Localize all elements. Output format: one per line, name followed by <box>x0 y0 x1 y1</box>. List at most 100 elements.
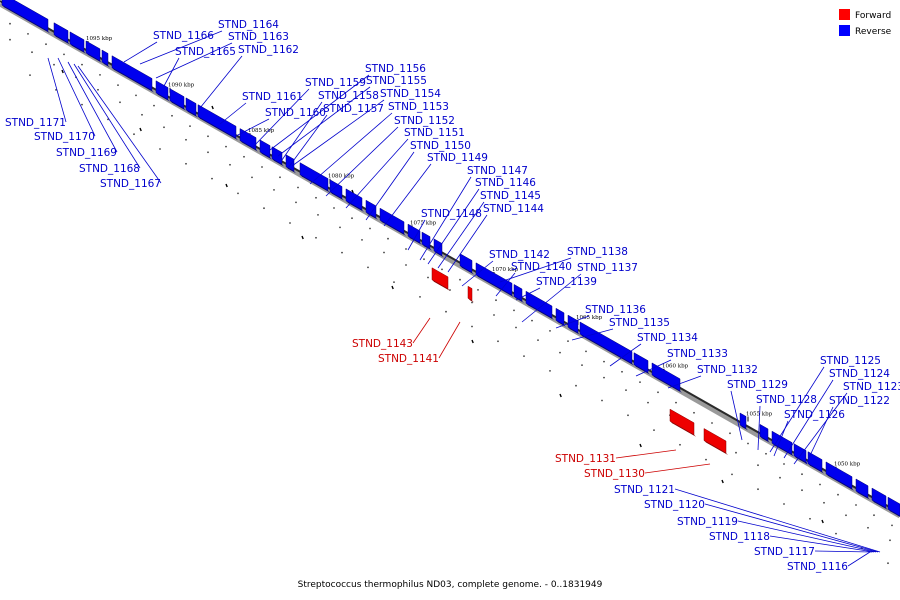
leader-line <box>219 102 247 125</box>
position-dot <box>273 189 275 191</box>
position-dot <box>441 268 443 271</box>
gene-label: STND_1118 <box>709 531 770 543</box>
gene-label: STND_1123 <box>843 381 900 393</box>
gene-block-reverse <box>421 231 431 250</box>
position-dot <box>207 135 209 138</box>
position-dot <box>261 166 263 168</box>
leader-line <box>521 273 582 323</box>
gene-block-forward <box>431 267 449 290</box>
leader-line <box>769 366 825 453</box>
gene-label: STND_1128 <box>756 394 817 406</box>
leader-line <box>277 86 371 157</box>
leader-line <box>461 260 494 287</box>
position-dot <box>513 309 515 312</box>
scale-tick-label: 1085 kbp <box>248 128 275 134</box>
gene-block-reverse <box>739 412 747 429</box>
gene-block-reverse-shade <box>260 151 272 160</box>
gene-label: STND_1155 <box>366 75 427 87</box>
position-dot <box>317 214 319 216</box>
gene-label: STND_1164 <box>218 19 279 31</box>
leader-line <box>814 550 873 553</box>
position-dot <box>471 301 473 304</box>
gene-label: STND_1161 <box>242 91 303 103</box>
leader-line <box>291 99 385 167</box>
position-dot <box>549 330 551 332</box>
leader-line <box>412 317 431 344</box>
leader-line <box>325 126 399 197</box>
leader-line <box>447 214 488 273</box>
gene-block-reverse-shade <box>102 62 110 68</box>
position-dot <box>419 296 421 298</box>
position-dot <box>549 370 551 372</box>
gene-block-reverse-shade <box>888 509 900 517</box>
gene-block-forward <box>467 285 473 301</box>
gene-label: STND_1169 <box>56 147 117 159</box>
position-dot <box>9 38 11 41</box>
position-dot <box>367 266 369 269</box>
gene-label: STND_1165 <box>175 46 236 58</box>
position-dot <box>171 114 173 117</box>
position-dot <box>729 432 731 435</box>
leader-line <box>123 41 158 63</box>
gene-block-reverse-shade <box>794 455 808 465</box>
leader-line <box>199 55 243 109</box>
position-dot <box>63 53 65 56</box>
gene-label: STND_1151 <box>404 127 465 139</box>
label-leader-lines <box>47 30 881 567</box>
gene-label: STND_1159 <box>305 77 366 89</box>
position-dot <box>81 103 83 106</box>
leader-line <box>269 74 370 151</box>
position-dot <box>891 524 893 527</box>
leader-line <box>571 328 614 341</box>
position-dot <box>603 360 605 363</box>
position-dot <box>163 126 165 129</box>
scale-tick-label: 1065 kbp <box>576 315 603 321</box>
gene-block-reverse-shade <box>872 500 888 511</box>
leader-line <box>309 112 393 185</box>
gene-block-reverse-shade <box>366 212 378 220</box>
legend-reverse-swatch <box>839 25 850 36</box>
position-dot <box>575 384 577 387</box>
position-dot <box>393 281 395 283</box>
gene-label: STND_1138 <box>567 246 628 258</box>
position-dot <box>119 101 121 104</box>
position-dot <box>757 488 759 491</box>
position-dot <box>889 539 891 542</box>
position-dot <box>339 226 341 229</box>
position-dot <box>297 186 299 189</box>
gene-block-reverse <box>825 461 853 490</box>
gene-label: STND_1133 <box>667 348 728 360</box>
gene-label: STND_1157 <box>323 103 384 115</box>
position-dot <box>647 401 649 404</box>
position-dash <box>351 189 354 194</box>
gene-block-reverse-shade <box>856 490 870 500</box>
gene-label: STND_1116 <box>787 561 848 573</box>
gene-label: STND_1134 <box>637 332 698 344</box>
gene-label: STND_1140 <box>511 261 572 273</box>
position-dot <box>225 145 227 148</box>
gene-block-reverse-shade <box>272 158 284 167</box>
position-dash <box>301 235 304 240</box>
gene-features <box>1 0 900 517</box>
leader-line <box>609 343 642 367</box>
position-dot <box>333 207 335 209</box>
gene-block-reverse <box>185 97 197 116</box>
position-dot <box>45 43 47 46</box>
position-dot <box>369 227 371 230</box>
leader-line <box>419 176 472 261</box>
scale-tick-label: 1090 kbp <box>168 83 195 89</box>
gene-label: STND_1136 <box>585 304 646 316</box>
position-dots <box>9 22 893 565</box>
legend-forward-label: Forward <box>855 11 891 21</box>
leader-line <box>847 551 871 567</box>
leader-line <box>287 114 328 169</box>
position-dot <box>207 151 209 154</box>
leader-line <box>77 65 162 184</box>
position-dot <box>445 310 447 313</box>
position-dash <box>139 127 142 132</box>
gene-label: STND_1139 <box>536 276 597 288</box>
gene-label: STND_1125 <box>820 355 881 367</box>
gene-block-reverse <box>651 362 681 392</box>
gene-label: STND_1150 <box>410 140 471 152</box>
